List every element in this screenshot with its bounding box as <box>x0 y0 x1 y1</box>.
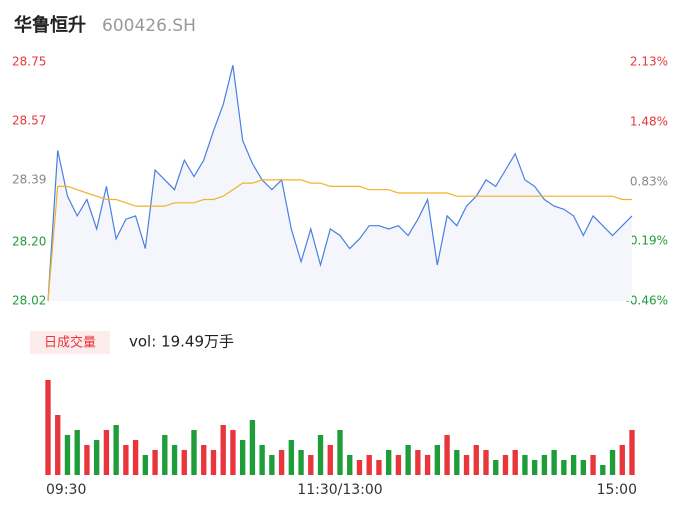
average-line <box>47 179 632 302</box>
y-tick-label: 28.57 <box>12 113 46 127</box>
volume-bar <box>162 435 168 475</box>
y2-tick-label: 0.19% <box>630 234 668 248</box>
volume-bar <box>570 455 577 475</box>
volume-bar <box>132 440 139 475</box>
volume-badge <box>30 331 110 354</box>
volume-bar <box>327 445 333 475</box>
y-tick-label: 28.02 <box>12 294 46 308</box>
volume-bar <box>239 440 246 475</box>
volume-bar <box>483 450 489 475</box>
y-tick-label: 28.75 <box>12 55 46 69</box>
volume-bar <box>444 435 450 475</box>
volume-label: 日成交量 <box>44 335 96 351</box>
volume-bar <box>376 460 382 475</box>
volume-bar <box>45 380 51 475</box>
volume-bar <box>580 460 587 475</box>
volume-bar <box>142 455 149 475</box>
volume-bar <box>249 420 256 475</box>
volume-bar <box>590 455 596 475</box>
volume-bar <box>288 440 295 475</box>
stock-code: 600426.SH <box>102 16 196 36</box>
price-area <box>48 65 632 301</box>
volume-bar <box>210 450 217 475</box>
stock-name: 华鲁恒升 <box>14 14 86 36</box>
x-tick-label: 09:30 <box>46 482 86 498</box>
volume-bar <box>395 455 402 475</box>
volume-bar <box>55 415 61 475</box>
volume-bar <box>522 455 528 475</box>
volume-bar <box>337 430 343 475</box>
volume-bar <box>551 450 557 475</box>
volume-bar <box>181 450 187 475</box>
volume-bar <box>113 425 119 475</box>
y2-tick-label: 1.48% <box>630 114 668 128</box>
volume-bar <box>220 425 226 475</box>
volume-bar <box>415 450 421 475</box>
volume-bar <box>619 445 625 475</box>
volume-bar <box>600 465 606 475</box>
volume-bar <box>629 430 635 475</box>
x-tick-label: 15:00 <box>597 482 637 498</box>
volume-bar <box>171 445 178 475</box>
volume-bar <box>493 460 499 475</box>
price-line <box>47 65 633 302</box>
volume-bar <box>259 445 265 475</box>
volume-bar <box>64 435 71 475</box>
volume-bar <box>201 445 207 475</box>
volume-bar <box>454 450 460 475</box>
volume-total: vol: 19.49万手 <box>129 333 234 351</box>
volume-bar <box>366 455 372 475</box>
volume-bar <box>405 445 411 475</box>
volume-bar <box>609 450 616 475</box>
volume-bar <box>502 455 509 475</box>
volume-bar <box>278 450 285 475</box>
volume-bar <box>347 455 353 475</box>
volume-bar <box>74 430 80 475</box>
volume-bar <box>93 440 100 475</box>
volume-bar <box>531 460 538 475</box>
y-tick-label: 28.20 <box>12 235 46 249</box>
volume-bar <box>561 460 567 475</box>
y2-tick-label: -0.46% <box>626 294 668 308</box>
volume-bar <box>103 430 110 475</box>
volume-bar <box>356 460 363 475</box>
volume-bar <box>152 450 158 475</box>
y2-tick-label: 0.83% <box>630 174 668 188</box>
volume-bar <box>473 445 479 475</box>
volume-bar <box>463 455 470 475</box>
volume-bar <box>191 430 197 475</box>
x-tick-label: 11:30/13:00 <box>297 482 382 498</box>
volume-bar <box>298 450 304 475</box>
volume-bar <box>424 455 431 475</box>
volume-bar <box>541 455 548 475</box>
volume-bar <box>84 445 90 475</box>
volume-bar <box>269 455 275 475</box>
volume-bar <box>308 455 314 475</box>
volume-bar <box>230 430 236 475</box>
y-tick-label: 28.39 <box>12 172 46 186</box>
volume-bar <box>512 450 518 475</box>
volume-bar <box>434 445 441 475</box>
volume-bar <box>385 450 392 475</box>
volume-bar <box>317 435 324 475</box>
y2-tick-label: 2.13% <box>630 55 668 69</box>
volume-bar <box>123 445 129 475</box>
